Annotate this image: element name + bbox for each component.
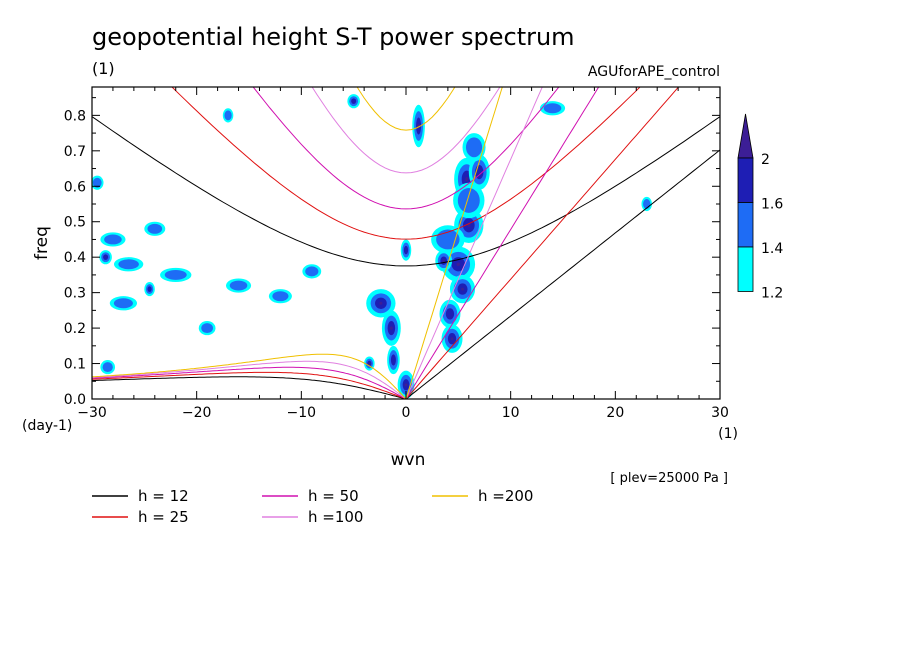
power-blob	[456, 262, 461, 267]
power-blob	[379, 301, 383, 305]
power-blob	[113, 298, 133, 309]
colorbar-label: 2	[761, 152, 770, 168]
power-blob	[272, 291, 289, 302]
power-blob	[305, 266, 319, 277]
power-blob	[229, 280, 248, 291]
kelvin-curve	[405, 87, 503, 399]
y-axis-label: freq	[32, 226, 52, 260]
legend-label: h = 12	[138, 487, 189, 505]
power-blob	[201, 323, 213, 334]
power-blob	[118, 259, 139, 270]
kelvin-curve	[405, 87, 680, 399]
chart-title: geopotential height S-T power spectrum	[92, 23, 575, 51]
power-blob	[92, 177, 102, 188]
x-tick-label: 30	[711, 405, 729, 421]
power-blob	[450, 337, 454, 341]
y-tick-label: 0.8	[64, 108, 86, 124]
rossby-curve	[92, 371, 407, 399]
x-tick-label: −10	[287, 405, 317, 421]
power-blob	[102, 362, 113, 373]
chart-subtitle: (1)	[92, 59, 115, 78]
dispersion-curves	[92, 87, 720, 399]
colorbar-segment	[737, 157, 754, 203]
power-blob	[103, 254, 109, 261]
legend-label: h =100	[308, 508, 363, 526]
axis-ticks: −30 −20 −10 0 10 20 30 0.0 0.1 0.2 0.3 0.4 0.5 0.6 0.7…	[64, 87, 729, 421]
power-blob	[465, 177, 469, 182]
y-tick-label: 0.3	[64, 286, 86, 302]
colorbar: 2 1.6 1.4 1.2	[737, 113, 783, 302]
power-blob	[351, 98, 357, 105]
power-blob	[147, 223, 163, 234]
y-unit-label: (day-1)	[22, 418, 72, 434]
gravity-curve	[311, 87, 501, 174]
power-blob	[164, 269, 187, 280]
colorbar-arrow	[737, 113, 754, 159]
power-blob	[389, 326, 393, 330]
power-blob	[465, 137, 483, 158]
power-blob	[403, 245, 409, 255]
colorbar-label: 1.4	[761, 241, 783, 257]
legend-label: h =200	[478, 487, 533, 505]
x-axis-label: wvn	[391, 450, 426, 470]
power-blob	[457, 188, 480, 213]
x-tick-label: 0	[402, 405, 411, 421]
y-tick-label: 0.6	[64, 179, 86, 195]
power-blob	[104, 234, 122, 245]
power-blob	[367, 362, 371, 366]
level-note: [ plev=25000 Pa ]	[610, 471, 728, 486]
power-blob	[390, 354, 396, 366]
legend-label: h = 25	[138, 508, 189, 526]
power-blob	[224, 110, 232, 121]
kelvin-curve	[405, 149, 720, 399]
power-blob	[461, 287, 465, 291]
x-unit-label: (1)	[718, 426, 738, 442]
power-blob	[442, 259, 446, 263]
rossby-curve	[92, 353, 407, 399]
power-blob	[445, 308, 455, 320]
gravity-curve	[356, 87, 456, 131]
rossby-curve	[92, 366, 407, 399]
gravity-curve	[171, 87, 641, 240]
x-tick-label: 10	[502, 405, 520, 421]
power-contours	[92, 94, 652, 399]
rossby-curve	[92, 376, 407, 399]
curve-legend: h = 12 h = 50 h =200 h = 25 h =100	[92, 487, 533, 526]
x-tick-label: −20	[182, 405, 212, 421]
y-tick-label: 0.1	[64, 357, 86, 373]
experiment-label: AGUforAPE_control	[588, 64, 720, 80]
gravity-curve	[252, 87, 560, 210]
y-tick-label: 0.5	[64, 215, 86, 231]
power-blob	[404, 383, 408, 387]
y-tick-label: 0.4	[64, 250, 86, 266]
rossby-curve	[92, 360, 407, 399]
kelvin-curve	[405, 87, 600, 399]
colorbar-segment	[737, 202, 754, 248]
y-tick-label: 0.0	[64, 392, 86, 408]
gravity-curve	[92, 116, 720, 267]
colorbar-label: 1.2	[761, 286, 783, 302]
power-blob	[147, 286, 152, 292]
y-tick-label: 0.7	[64, 144, 86, 160]
kelvin-curve	[405, 87, 543, 399]
y-tick-label: 0.2	[64, 321, 86, 337]
x-tick-label: −30	[77, 405, 107, 421]
x-tick-label: 20	[606, 405, 624, 421]
power-blob	[543, 103, 562, 114]
colorbar-segment	[737, 246, 754, 292]
colorbar-label: 1.6	[761, 197, 783, 213]
legend-label: h = 50	[308, 487, 359, 505]
